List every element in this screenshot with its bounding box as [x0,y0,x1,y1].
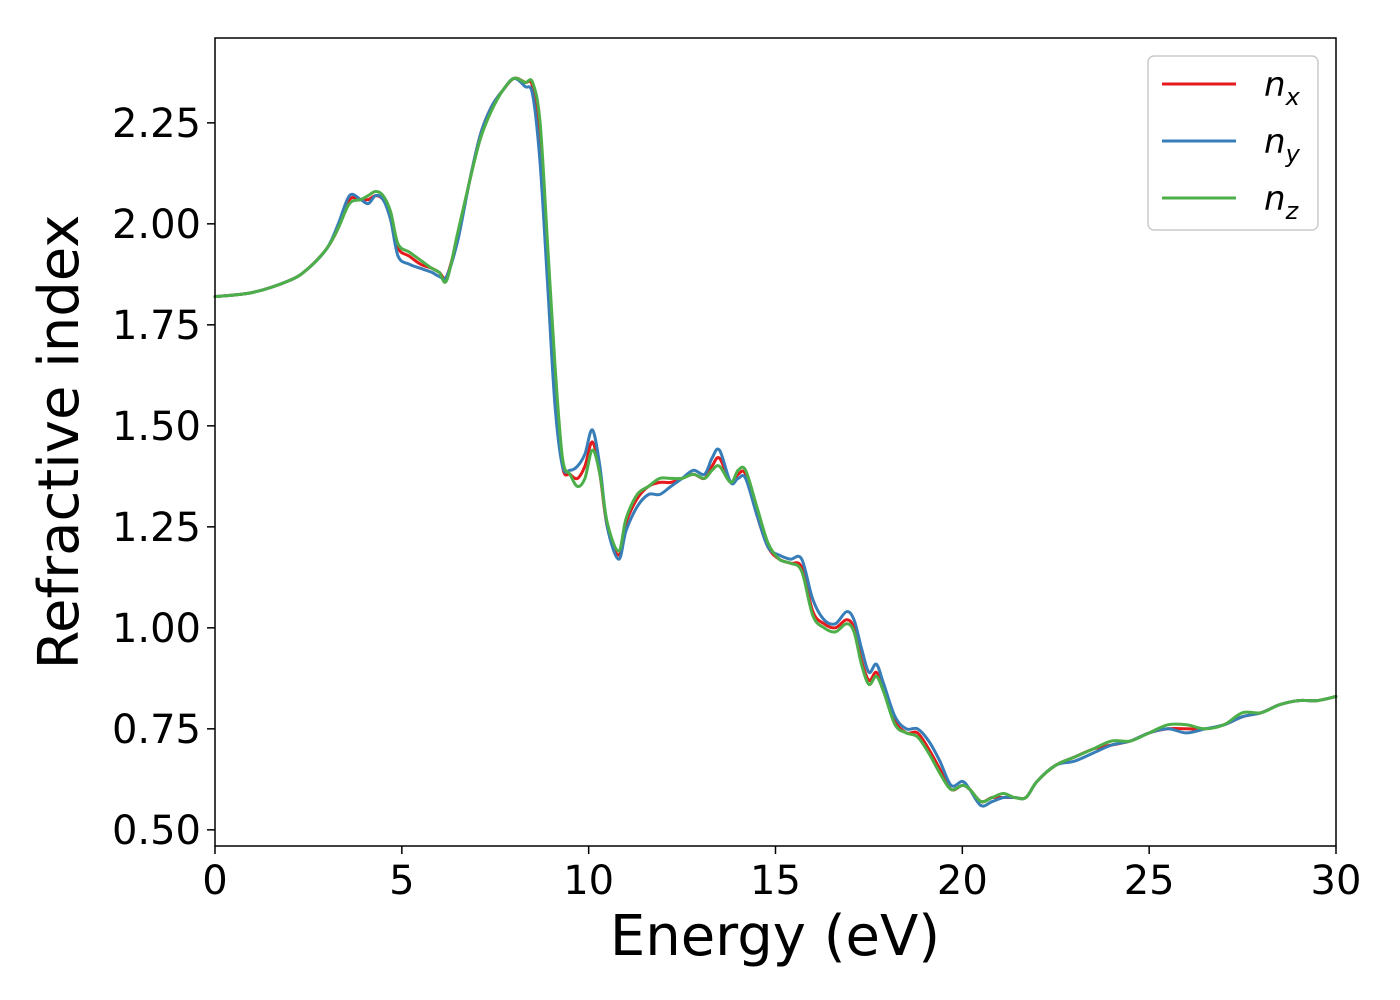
legend-label-z: nz [1264,179,1300,225]
x-axis-label: Energy (eV) [610,904,940,969]
y-tick-label: 2.00 [112,202,201,248]
legend-label-x: nx [1264,65,1301,111]
legend-label-base: n [1264,122,1286,162]
legend-label-y: ny [1264,122,1301,168]
y-tick-label: 2.25 [112,101,201,147]
x-tick-label: 15 [750,858,801,904]
plot-frame [214,37,1337,847]
y-tick-label: 1.25 [112,505,201,551]
x-tick-label: 25 [1124,858,1175,904]
legend-label-subscript: x [1285,83,1301,111]
y-tick-label: 0.50 [112,808,201,854]
x-tick-label: 0 [202,858,227,904]
x-tick-label: 5 [389,858,414,904]
legend-label-subscript: z [1285,197,1300,225]
series-lines [213,76,1338,808]
y-tick-label: 0.75 [112,707,201,753]
legend-label-base: n [1264,65,1286,105]
legend-frame [1147,55,1319,231]
x-tick-label: 30 [1311,858,1362,904]
y-axis-label: Refractive index [27,215,92,670]
legend-label-base: n [1264,179,1286,219]
x-tick-label: 20 [937,858,988,904]
legend-label-subscript: y [1285,140,1301,168]
y-tick-label: 1.75 [112,303,201,349]
y-tick-label: 1.50 [112,404,201,450]
x-axis-ticks: 0 5 10 15 20 25 30 [202,846,1361,904]
series-line-z [213,76,1338,804]
y-tick-label: 1.00 [112,606,201,652]
x-tick-label: 10 [563,858,614,904]
y-axis-ticks: 0.50 0.75 1.00 1.25 1.50 1.75 2.00 2.25 [112,101,215,854]
